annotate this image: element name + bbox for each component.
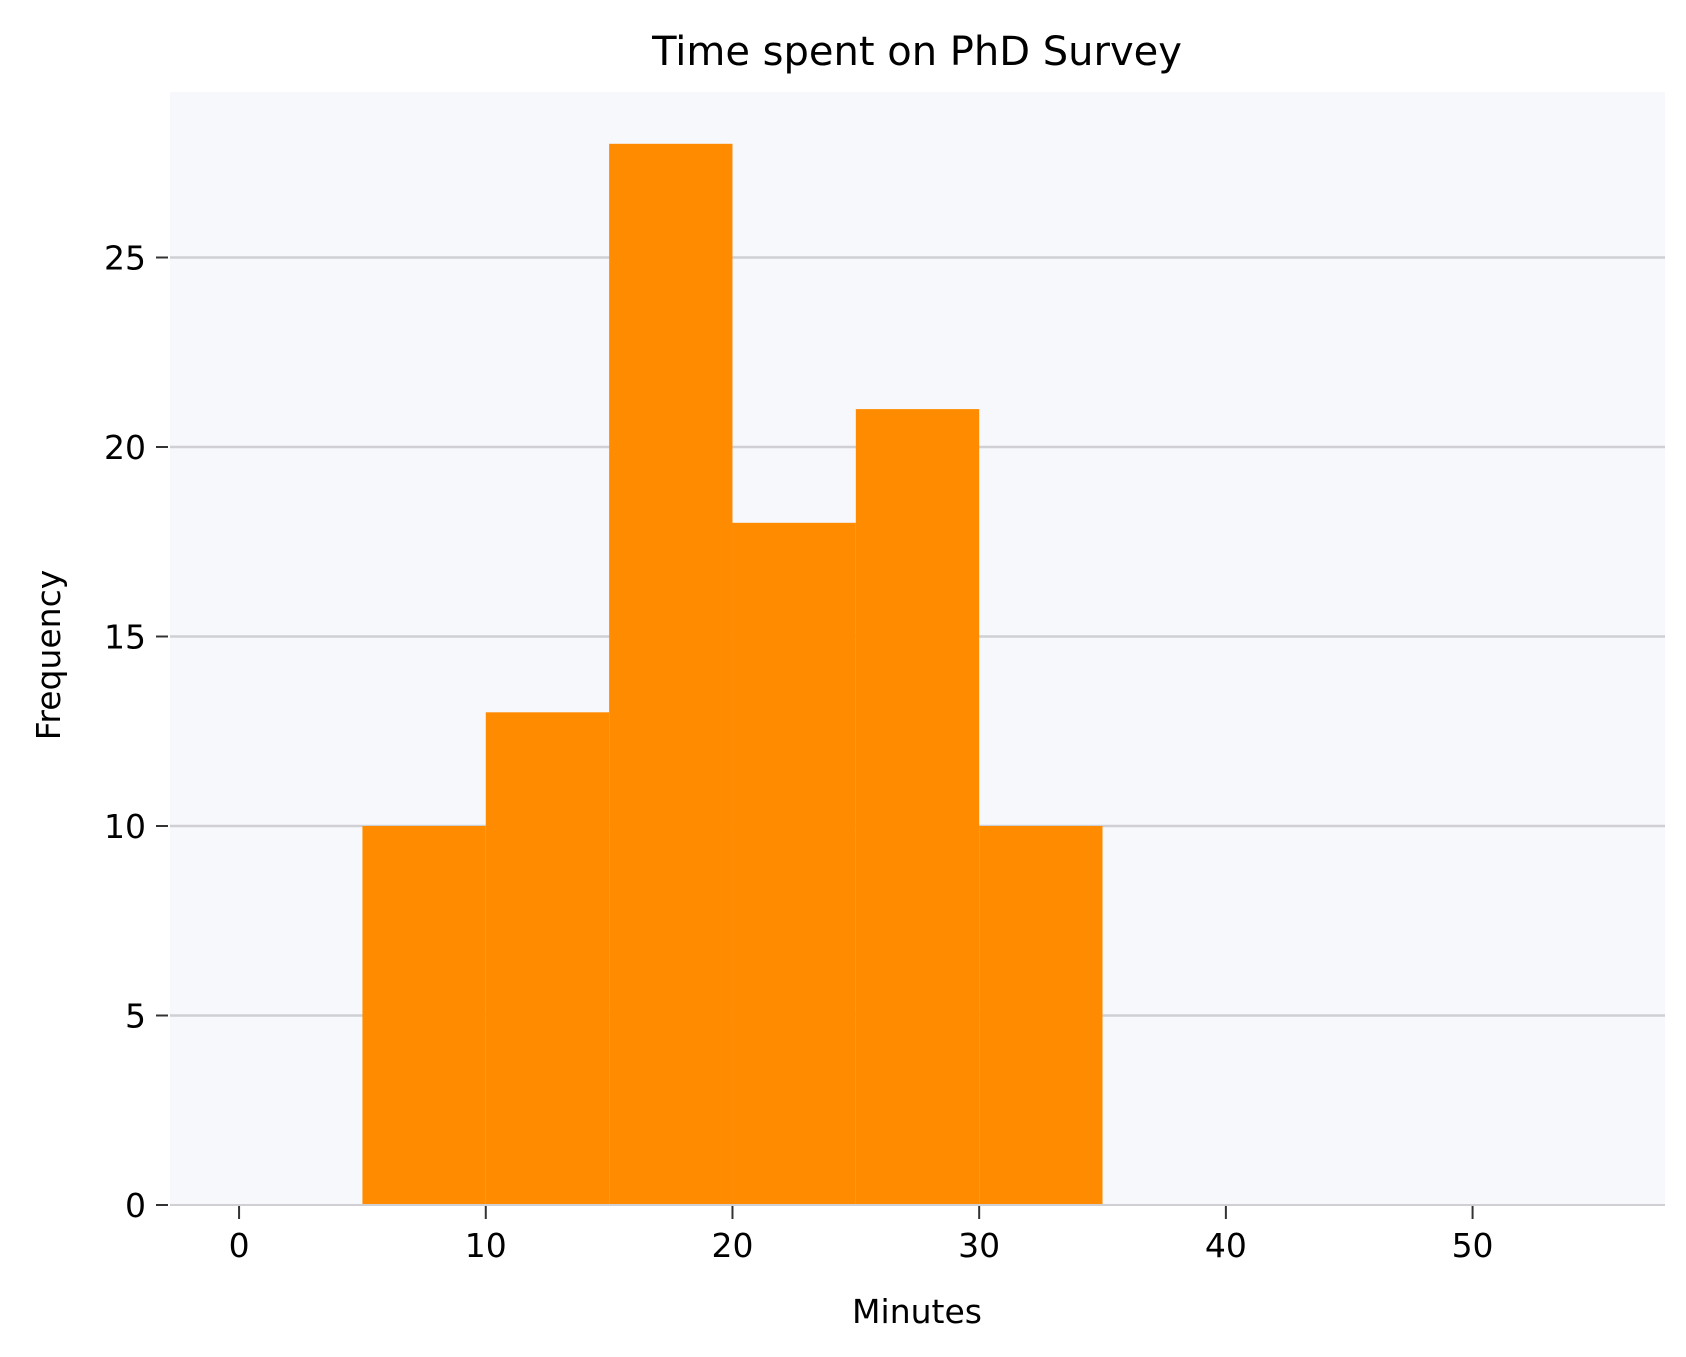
x-tick-label-30: 30 [958,1226,1000,1265]
x-tick-label-0: 0 [229,1226,250,1265]
histogram-bars [362,143,1103,1206]
y-tick-label-10: 10 [104,807,146,846]
bar-30-35 [979,826,1103,1205]
bar-15-20 [609,143,733,1205]
x-tick-label-50: 50 [1452,1226,1494,1265]
x-axis-label: Minutes [852,1292,982,1331]
y-axis-label: Frequency [29,570,68,740]
chart-title: Time spent on PhD Survey [651,29,1182,75]
bar-25-30 [855,409,980,1206]
bar-10-15 [485,712,610,1205]
y-tick-label-15: 15 [104,618,146,657]
x-tick-label-40: 40 [1205,1226,1247,1265]
y-tick-label-0: 0 [125,1186,146,1225]
x-tick-label-20: 20 [711,1226,753,1265]
y-tick-label-25: 25 [104,239,146,278]
bar-20-25 [732,522,856,1205]
x-tick-label-10: 10 [465,1226,507,1265]
axis-ticks: 0 5 10 15 20 25 0 10 20 30 40 50 [104,239,1494,1266]
bar-5-10 [362,826,486,1205]
y-tick-label-20: 20 [104,428,146,467]
y-tick-label-5: 5 [125,997,146,1036]
